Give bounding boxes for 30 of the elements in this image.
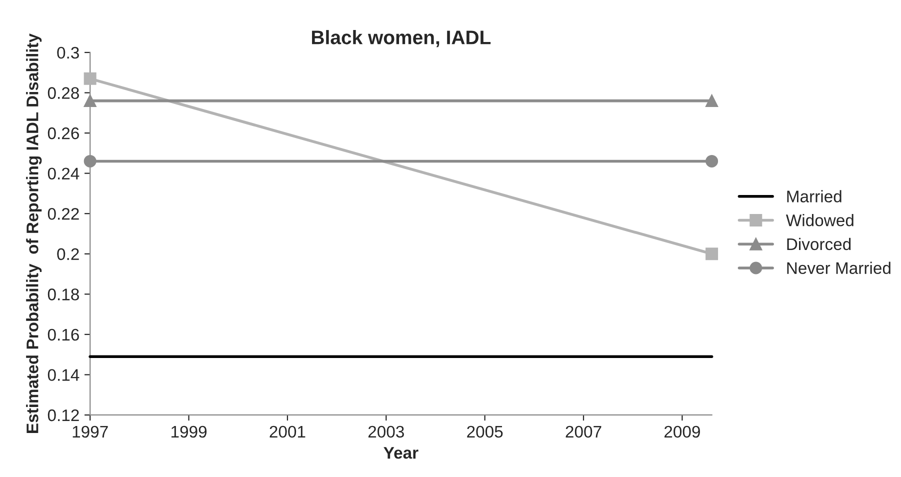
legend-label: Married [787, 190, 842, 202]
y-axis-title: Estimated Probability of Reporting IADL Disability [26, 33, 42, 433]
point [84, 94, 96, 108]
x-tick-label: 2001 [270, 426, 306, 438]
y-tick-label: 0.18 [48, 288, 79, 300]
y-tick-label: 0.28 [48, 87, 79, 99]
x-tick-label: 1999 [172, 426, 207, 438]
point [706, 154, 718, 168]
x-tick-label: 2005 [467, 426, 503, 438]
chart-title: Black women, IADL [312, 30, 491, 48]
y-tick-label: 0.12 [48, 409, 79, 422]
legend-label: Never Married [787, 262, 890, 274]
point [706, 94, 718, 108]
point [84, 154, 96, 168]
y-tick-label: 0.3 [57, 46, 79, 59]
legend-label: Widowed [786, 214, 854, 226]
x-tick-label: 2009 [664, 426, 700, 438]
x-axis-title: Year [384, 447, 418, 459]
point [84, 72, 96, 85]
y-tick-label: 0.22 [48, 208, 79, 220]
legend-label: Divorced [787, 238, 851, 250]
y-tick-label: 0.24 [48, 168, 80, 180]
x-tick-label: 2007 [566, 426, 602, 438]
x-tick-label: 1997 [72, 426, 108, 438]
y-tick-label: 0.2 [57, 248, 79, 260]
y-tick-label: 0.26 [48, 127, 79, 140]
y-tick-label: 0.14 [48, 369, 80, 381]
x-tick-label: 2003 [368, 426, 404, 438]
point [706, 248, 718, 260]
y-tick-label: 0.16 [48, 328, 79, 341]
